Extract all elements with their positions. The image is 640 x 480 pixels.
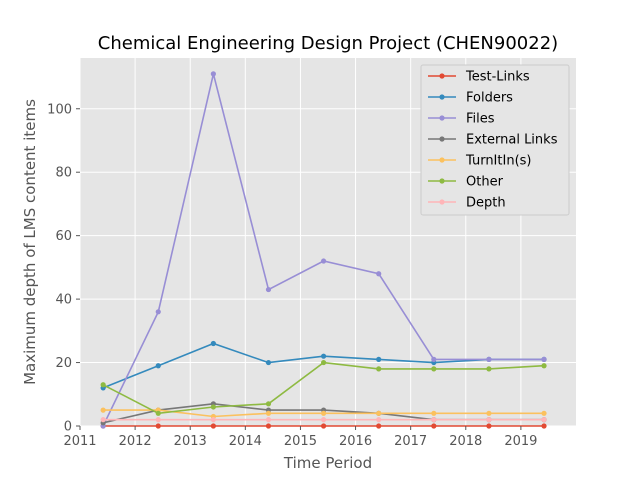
data-point-folders: [265, 359, 272, 366]
x-tick-label: 2016: [339, 434, 372, 449]
y-tick-label: 0: [64, 420, 72, 435]
data-point-turnitin-s: [376, 410, 382, 416]
data-point-test-links: [320, 423, 327, 429]
data-point-files: [155, 309, 161, 315]
data-point-turnitin-s: [431, 410, 437, 416]
data-point-depth: [155, 417, 161, 423]
x-tick-label: 2019: [504, 434, 537, 449]
data-point-test-links: [155, 423, 161, 429]
x-tick-label: 2017: [394, 434, 427, 449]
data-point-files: [376, 271, 382, 277]
data-point-turnitin-s: [265, 410, 272, 416]
x-tick-label: 2013: [174, 434, 207, 449]
data-point-other: [376, 366, 382, 372]
x-tick-label: 2012: [119, 434, 152, 449]
data-point-turnitin-s: [320, 410, 327, 416]
data-point-depth: [210, 417, 216, 423]
data-point-depth: [320, 417, 327, 423]
legend-marker-depth: [439, 199, 445, 205]
data-point-folders: [210, 340, 216, 347]
data-point-turnitin-s: [486, 410, 492, 416]
legend-marker-other: [439, 178, 445, 184]
legend-marker-files: [439, 115, 445, 121]
data-point-turnitin-s: [541, 410, 547, 416]
legend-label-turnitin-s: TurnItIn(s): [465, 154, 531, 169]
legend-label-test-links: Test-Links: [465, 70, 530, 85]
legend-label-other: Other: [466, 175, 504, 190]
legend-label-external-links: External Links: [466, 133, 558, 148]
data-point-turnitin-s: [100, 407, 106, 413]
data-point-depth: [376, 417, 382, 423]
data-point-test-links: [376, 423, 382, 429]
x-ticks: 2011 2012 2013 2014 2015 2016 2017 2018 2019: [63, 426, 537, 449]
legend-box: [420, 64, 570, 216]
data-point-depth: [265, 417, 272, 423]
y-ticks: 0 20 40 60 80 100: [47, 102, 80, 435]
data-point-other: [431, 366, 437, 372]
data-point-other: [100, 382, 106, 388]
data-point-other: [541, 363, 547, 369]
y-tick-label: 40: [55, 293, 72, 308]
x-tick-label: 2015: [284, 434, 317, 449]
y-axis-label: Maximum depth of LMS content items: [21, 99, 39, 385]
x-tick-label: 2014: [229, 434, 262, 449]
x-tick-label: 2018: [449, 434, 482, 449]
data-point-other: [486, 366, 492, 372]
x-axis-label: Time Period: [283, 454, 372, 472]
data-point-other: [210, 404, 216, 410]
data-point-test-links: [431, 423, 437, 429]
legend-marker-test-links: [439, 73, 445, 79]
data-point-other: [320, 359, 327, 366]
data-point-files: [541, 356, 547, 362]
data-point-other: [155, 410, 161, 416]
data-point-files: [210, 71, 216, 77]
legend-label-folders: Folders: [466, 91, 513, 106]
series-group: [100, 71, 547, 429]
data-point-files: [486, 356, 492, 362]
x-tick-label: 2011: [63, 434, 96, 449]
y-tick-label: 60: [55, 229, 72, 244]
data-point-test-links: [265, 423, 272, 429]
y-tick-label: 20: [55, 356, 72, 371]
legend: Test-Links Folders Files External Links Turn…: [420, 64, 570, 216]
data-point-files: [431, 356, 437, 362]
chart-title: Chemical Engineering Design Project (CHE…: [98, 33, 558, 54]
data-point-files: [320, 258, 327, 264]
data-point-depth: [100, 417, 106, 423]
data-point-test-links: [210, 423, 216, 429]
legend-label-files: Files: [466, 112, 495, 127]
legend-marker-external-links: [439, 136, 445, 142]
legend-marker-turnitin-s: [439, 157, 445, 163]
data-point-depth: [431, 417, 437, 423]
data-point-depth: [486, 417, 492, 423]
y-tick-label: 80: [55, 166, 72, 181]
data-point-folders: [376, 356, 382, 362]
data-point-test-links: [486, 423, 492, 429]
y-tick-label: 100: [47, 102, 72, 117]
data-point-depth: [541, 417, 547, 423]
data-point-test-links: [541, 423, 547, 429]
data-point-other: [265, 401, 272, 407]
data-point-files: [265, 286, 272, 293]
data-point-folders: [320, 353, 327, 359]
legend-marker-folders: [439, 94, 445, 100]
legend-label-depth: Depth: [466, 196, 506, 211]
data-point-folders: [155, 363, 161, 369]
